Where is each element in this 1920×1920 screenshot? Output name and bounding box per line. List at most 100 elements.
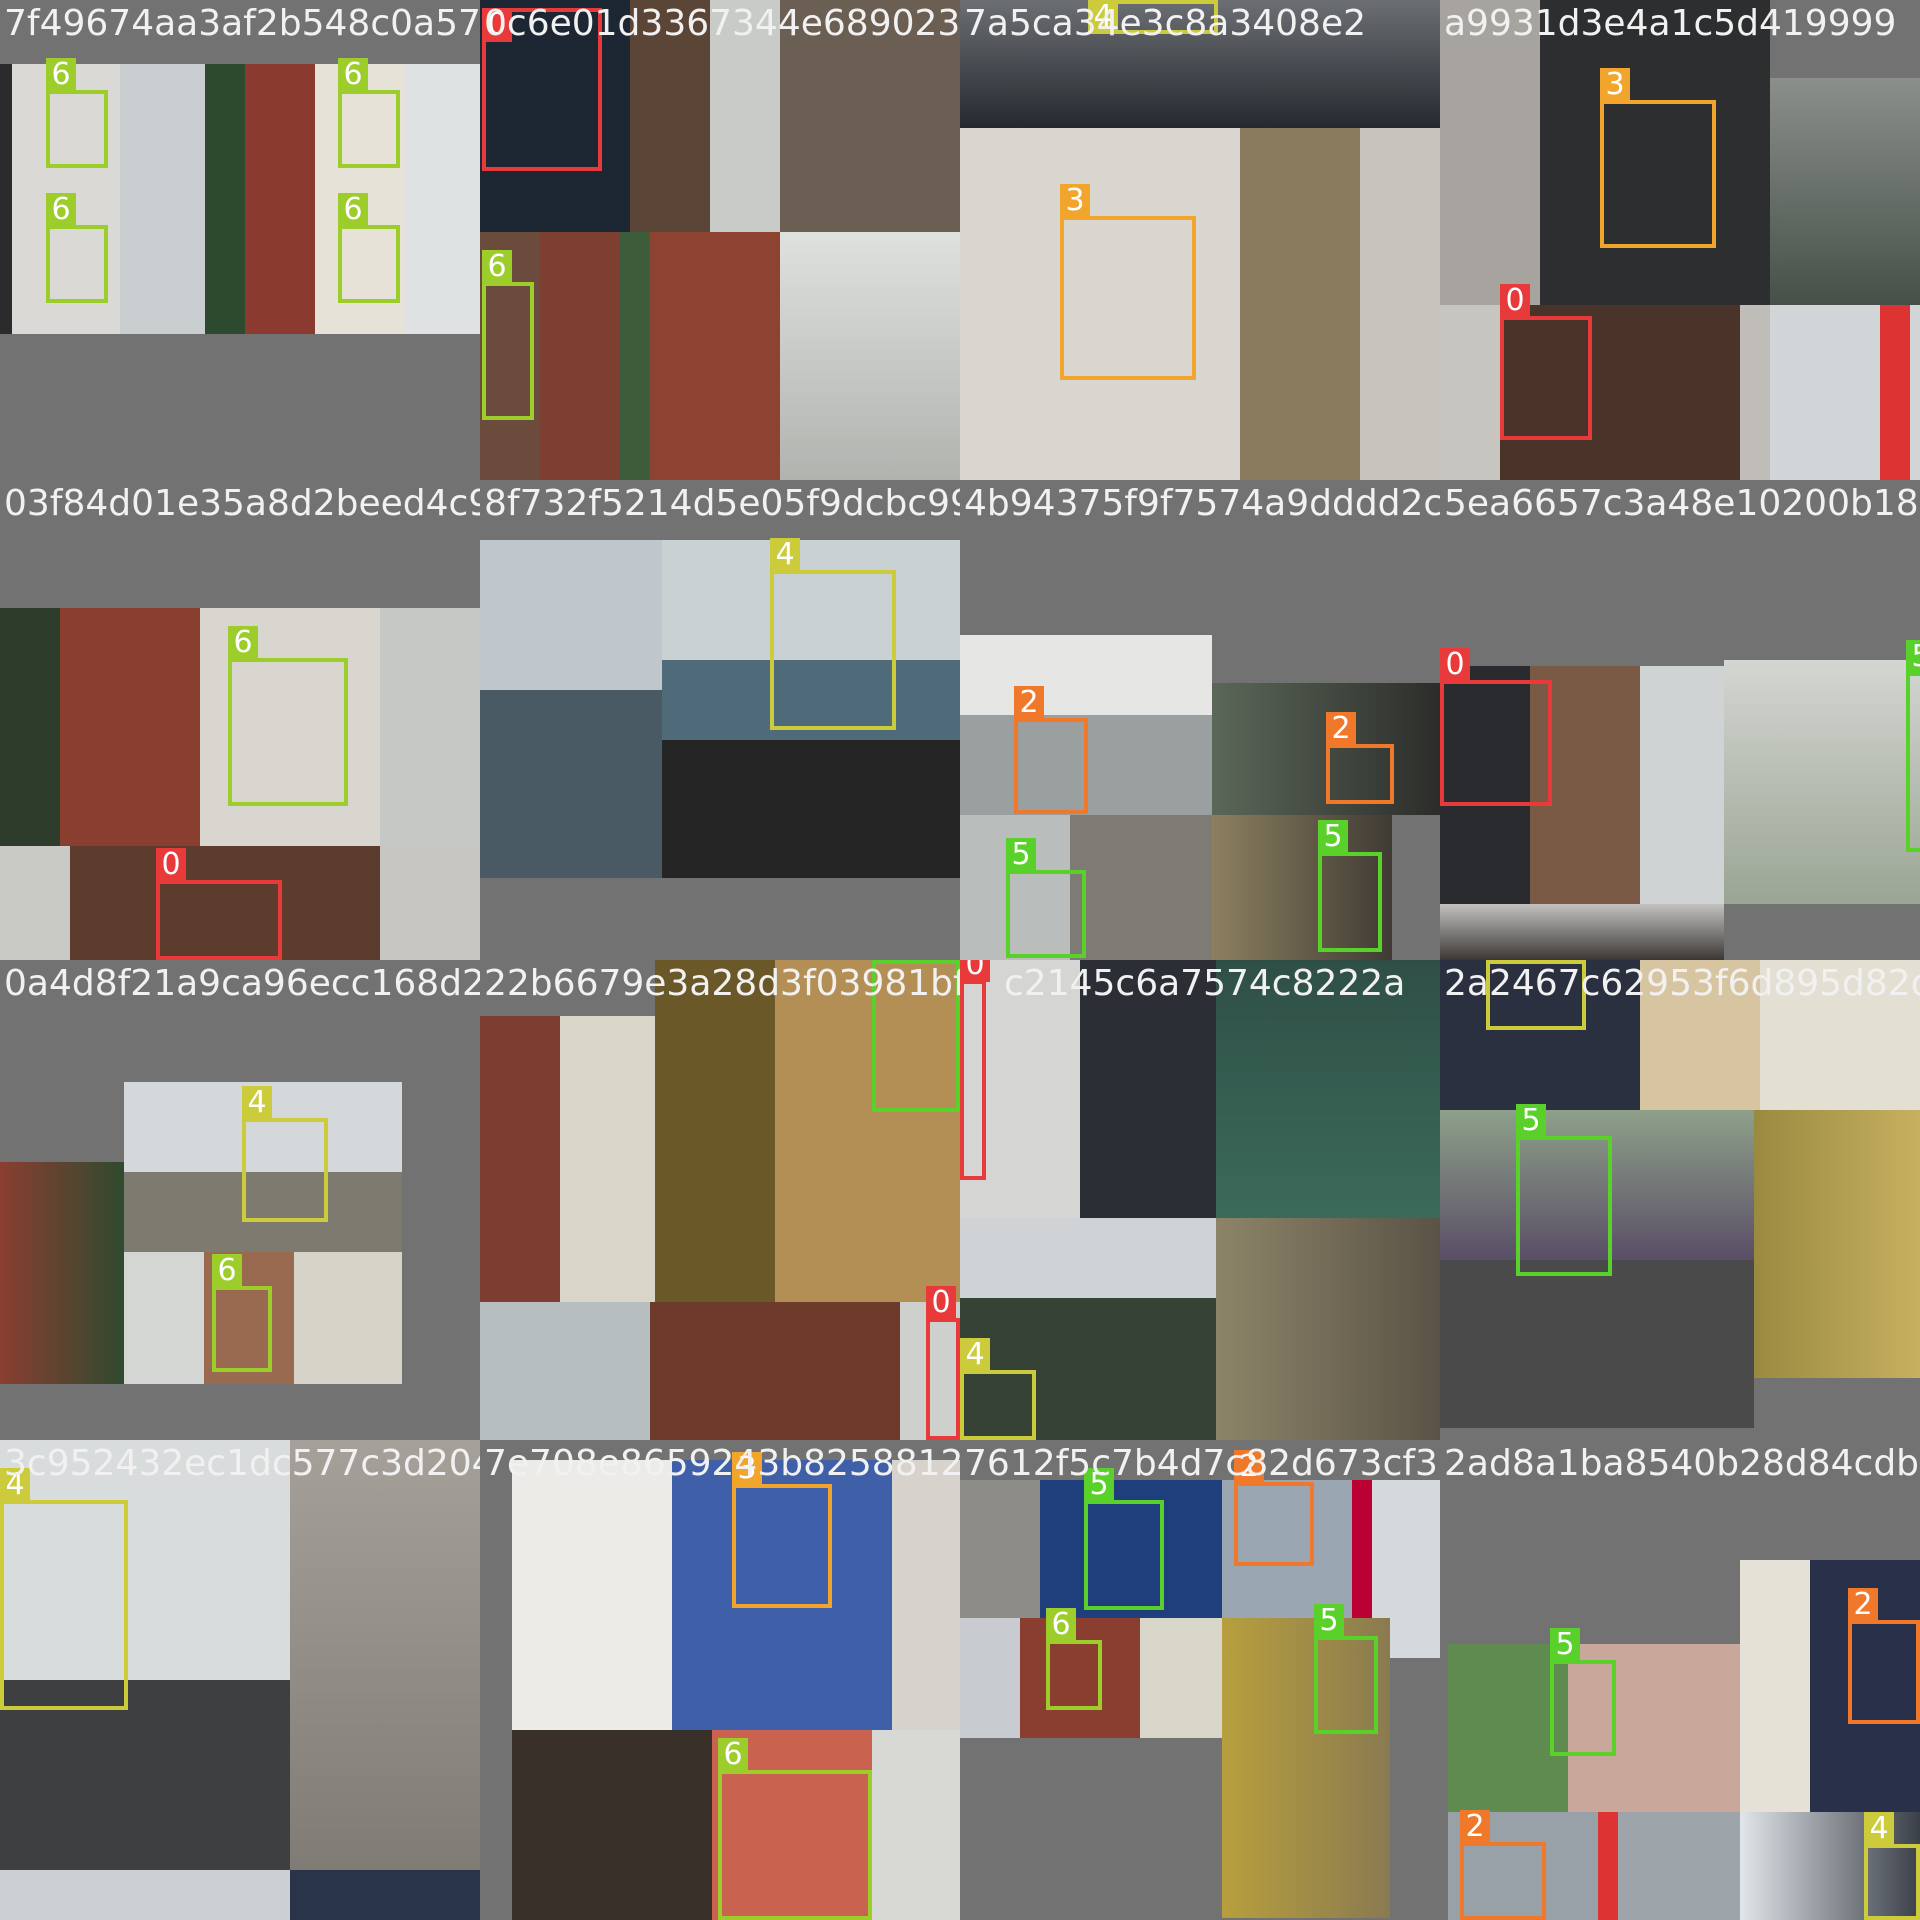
detection-box: 3 bbox=[732, 1452, 832, 1608]
photo bbox=[960, 0, 1440, 128]
photo bbox=[1212, 815, 1392, 960]
tile-title: 03f84d01e35a8d2beed4c94 bbox=[4, 483, 480, 524]
detection-box: 4 bbox=[242, 1086, 328, 1222]
photo bbox=[1740, 1560, 1920, 1812]
photo bbox=[480, 1302, 960, 1440]
class-label: 0 bbox=[1500, 284, 1530, 318]
detection-box: 5 bbox=[1084, 1468, 1164, 1610]
class-label: 0 bbox=[926, 1286, 956, 1320]
class-label: 2 bbox=[1014, 686, 1044, 720]
class-label: 6 bbox=[46, 193, 76, 227]
photo bbox=[0, 1440, 290, 1870]
class-label: 6 bbox=[482, 250, 512, 284]
photo bbox=[1440, 1110, 1754, 1260]
detection-box: 0 bbox=[960, 960, 990, 1180]
class-label: 5 bbox=[1906, 640, 1920, 674]
mosaic-tile-7: 4b94375f9f7574a9dddd2cc 2 2 5 5 bbox=[960, 480, 1440, 960]
class-label: 6 bbox=[338, 58, 368, 92]
class-label: 5 bbox=[1314, 1604, 1344, 1638]
photo bbox=[960, 960, 1216, 1218]
detection-box: 6 bbox=[46, 193, 108, 303]
class-label: 2 bbox=[1234, 1450, 1264, 1484]
class-label: 5 bbox=[1550, 1628, 1580, 1662]
photo bbox=[655, 960, 960, 1302]
class-label: 4 bbox=[242, 1086, 272, 1120]
photo bbox=[662, 540, 960, 878]
photo bbox=[1440, 1260, 1754, 1428]
class-label: 5 bbox=[1084, 1468, 1114, 1502]
class-label: 0 bbox=[156, 848, 186, 882]
photo bbox=[1770, 305, 1920, 480]
detection-box: 5 bbox=[1550, 1628, 1616, 1756]
photo bbox=[480, 0, 960, 232]
mosaic-tile-9: 0a4d8f21a9ca96ecc168d26f 4 6 bbox=[0, 960, 480, 1440]
detection-box: 4 bbox=[1486, 960, 1586, 1030]
detection-box: 6 bbox=[338, 193, 400, 303]
class-label: 3 bbox=[732, 1452, 762, 1486]
photo bbox=[1770, 78, 1920, 305]
class-label: 0 bbox=[960, 960, 990, 982]
class-label: 6 bbox=[718, 1738, 748, 1772]
mosaic-tile-6: 8f732f5214d5e05f9dcbc99a 4 bbox=[480, 480, 960, 960]
detection-box: 3 bbox=[1060, 184, 1196, 380]
detection-box: 6 bbox=[482, 250, 534, 420]
detection-box: 4 bbox=[960, 1338, 1036, 1440]
tile-title: 2ad8a1ba8540b28d84cdb28f9 bbox=[1444, 1443, 1920, 1484]
tile-title: 4b94375f9f7574a9dddd2cc bbox=[964, 483, 1440, 524]
tile-title: a9931d3e4a1c5d419999 bbox=[1444, 3, 1897, 44]
photo bbox=[1448, 1812, 1740, 1920]
detection-box: 0 bbox=[156, 848, 282, 960]
class-label: 6 bbox=[338, 193, 368, 227]
class-label: 2 bbox=[1326, 712, 1356, 746]
detection-box: 2 bbox=[1460, 1810, 1546, 1920]
tile-title: 0c6e01d3367344e689023cb58 bbox=[484, 3, 960, 44]
class-label: 6 bbox=[212, 1254, 242, 1288]
class-label: 0 bbox=[482, 8, 512, 42]
photo bbox=[1754, 1110, 1920, 1378]
class-label: 6 bbox=[228, 626, 258, 660]
mosaic-tile-2: 0c6e01d3367344e689023cb58 0 6 bbox=[480, 0, 960, 480]
detection-box: 2 bbox=[1326, 712, 1394, 804]
detection-box: 6 bbox=[718, 1738, 872, 1920]
photo bbox=[960, 128, 1440, 480]
class-label: 4 bbox=[960, 1338, 990, 1372]
class-label: 5 bbox=[1318, 820, 1348, 854]
photo bbox=[960, 1218, 1216, 1440]
photo bbox=[1216, 960, 1440, 1218]
detection-box: 0 bbox=[482, 8, 602, 171]
class-label: 4 bbox=[1864, 1812, 1894, 1846]
class-label: 5 bbox=[1006, 838, 1036, 872]
photo bbox=[1448, 1644, 1740, 1812]
detection-box: 5 bbox=[1314, 1604, 1378, 1734]
class-label: 0 bbox=[1440, 648, 1470, 682]
class-label: 4 bbox=[1486, 960, 1516, 962]
photo bbox=[1724, 660, 1920, 904]
detection-box: 5 bbox=[1516, 1104, 1612, 1276]
photo bbox=[1440, 904, 1724, 960]
tile-title: 7f49674aa3af2b548c0a5729 bbox=[4, 3, 480, 44]
mosaic-tile-14: 7e708e8659243b82588122b 3 6 bbox=[480, 1440, 960, 1920]
class-label: 6 bbox=[1046, 1608, 1076, 1642]
detection-box: 4 bbox=[1864, 1812, 1920, 1920]
tile-title: 0a4d8f21a9ca96ecc168d26f bbox=[4, 963, 480, 1004]
mosaic-tile-16: 2ad8a1ba8540b28d84cdb28f9 2 5 2 4 bbox=[1440, 1440, 1920, 1920]
mosaic-tile-13: 3c952432ec1dc577c3d204 4 bbox=[0, 1440, 480, 1920]
detection-box: 0 bbox=[1500, 284, 1592, 440]
class-label: 3 bbox=[1060, 184, 1090, 218]
tile-title: 3c952432ec1dc577c3d204 bbox=[4, 1443, 480, 1484]
mosaic-tile-15: 7612f5c7b4d7c82d673cf3 5 2 6 5 bbox=[960, 1440, 1440, 1920]
detection-box: 3 bbox=[1600, 68, 1716, 248]
tile-title: 22b6679e3a28d3f03981bf7 bbox=[484, 963, 960, 1004]
detection-box: 4 bbox=[770, 538, 896, 730]
tile-title: 2a2467c62953f6d895d82db bbox=[1444, 963, 1920, 1004]
tile-title: c2145c6a7574c8222a bbox=[1004, 963, 1406, 1004]
detection-box: 6 bbox=[338, 58, 400, 168]
detection-box: 2 bbox=[1234, 1450, 1314, 1566]
class-label: 4 bbox=[0, 1468, 30, 1502]
tile-title: 5ea6657c3a48e10200b1868 bbox=[1444, 483, 1920, 524]
photo bbox=[1440, 305, 1770, 480]
tile-title: 7a5ca34e3c8a3408e2 bbox=[964, 3, 1367, 44]
photo bbox=[1216, 1218, 1440, 1440]
detection-box: 5 bbox=[872, 960, 960, 1112]
photo bbox=[960, 1618, 1222, 1738]
